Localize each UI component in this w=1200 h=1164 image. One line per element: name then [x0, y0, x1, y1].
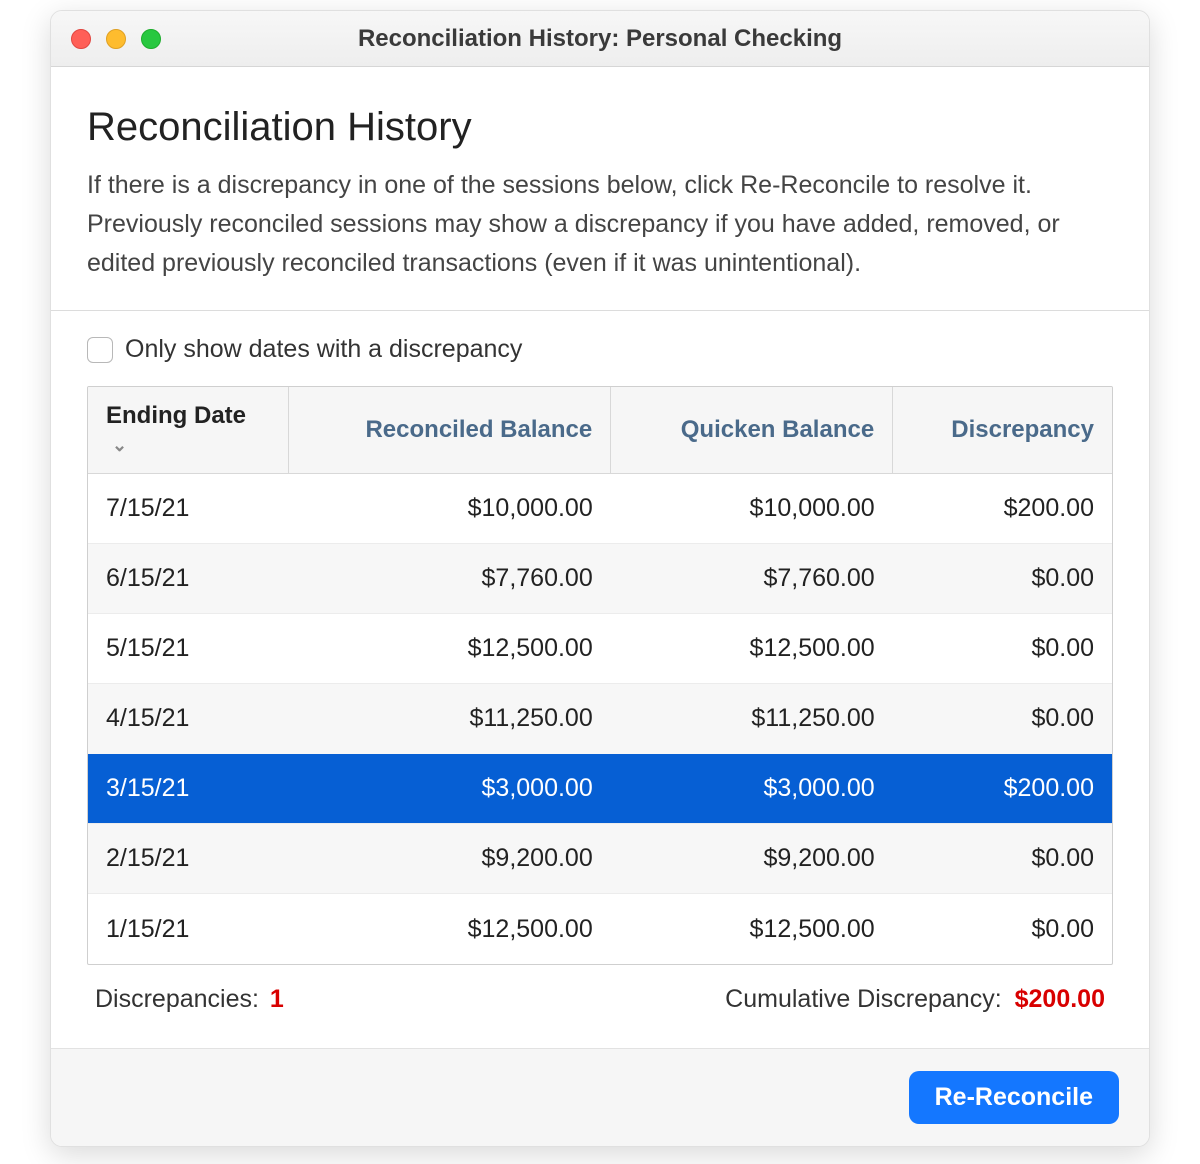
window-controls: [71, 29, 161, 49]
cell-discrepancy: $0.00: [893, 544, 1112, 614]
minimize-icon[interactable]: [106, 29, 126, 49]
cell-discrepancy: $0.00: [893, 894, 1112, 964]
cell-quicken-balance: $3,000.00: [611, 754, 893, 824]
table-row[interactable]: 3/15/21$3,000.00$3,000.00$200.00: [88, 754, 1112, 824]
cell-reconciled-balance: $11,250.00: [288, 684, 611, 754]
maximize-icon[interactable]: [141, 29, 161, 49]
discrepancy-only-label: Only show dates with a discrepancy: [125, 335, 522, 364]
cell-ending-date: 7/15/21: [88, 474, 288, 544]
cell-ending-date: 1/15/21: [88, 894, 288, 964]
table-row[interactable]: 5/15/21$12,500.00$12,500.00$0.00: [88, 614, 1112, 684]
page-title: Reconciliation History: [87, 105, 1113, 150]
reconciliation-table-wrap: Ending Date ⌄ Reconciled Balance Quicken…: [87, 386, 1113, 965]
col-header-reconciled-balance[interactable]: Reconciled Balance: [288, 387, 611, 474]
table-row[interactable]: 1/15/21$12,500.00$12,500.00$0.00: [88, 894, 1112, 964]
reconciliation-table: Ending Date ⌄ Reconciled Balance Quicken…: [88, 387, 1112, 964]
cell-quicken-balance: $7,760.00: [611, 544, 893, 614]
cell-reconciled-balance: $7,760.00: [288, 544, 611, 614]
reconciliation-history-window: Reconciliation History: Personal Checkin…: [50, 10, 1150, 1147]
re-reconcile-button[interactable]: Re-Reconcile: [909, 1071, 1119, 1124]
cell-ending-date: 5/15/21: [88, 614, 288, 684]
content-area: Reconciliation History If there is a dis…: [51, 67, 1149, 1022]
cell-discrepancy: $0.00: [893, 684, 1112, 754]
cell-quicken-balance: $10,000.00: [611, 474, 893, 544]
cell-ending-date: 6/15/21: [88, 544, 288, 614]
window-title: Reconciliation History: Personal Checkin…: [51, 25, 1149, 53]
cell-reconciled-balance: $12,500.00: [288, 614, 611, 684]
titlebar: Reconciliation History: Personal Checkin…: [51, 11, 1149, 67]
table-body: 7/15/21$10,000.00$10,000.00$200.006/15/2…: [88, 474, 1112, 964]
chevron-down-icon: ⌄: [112, 435, 127, 456]
col-header-label: Ending Date: [106, 402, 246, 429]
cell-reconciled-balance: $3,000.00: [288, 754, 611, 824]
cell-ending-date: 4/15/21: [88, 684, 288, 754]
cell-discrepancy: $0.00: [893, 824, 1112, 894]
footer-bar: Re-Reconcile: [51, 1048, 1149, 1146]
table-row[interactable]: 7/15/21$10,000.00$10,000.00$200.00: [88, 474, 1112, 544]
cell-quicken-balance: $12,500.00: [611, 614, 893, 684]
table-row[interactable]: 4/15/21$11,250.00$11,250.00$0.00: [88, 684, 1112, 754]
cell-reconciled-balance: $9,200.00: [288, 824, 611, 894]
col-header-quicken-balance[interactable]: Quicken Balance: [611, 387, 893, 474]
cell-discrepancy: $0.00: [893, 614, 1112, 684]
cell-quicken-balance: $11,250.00: [611, 684, 893, 754]
cumulative-value: $200.00: [1015, 985, 1105, 1013]
cell-discrepancy: $200.00: [893, 754, 1112, 824]
table-row[interactable]: 6/15/21$7,760.00$7,760.00$0.00: [88, 544, 1112, 614]
cell-discrepancy: $200.00: [893, 474, 1112, 544]
intro-text: If there is a discrepancy in one of the …: [87, 166, 1113, 282]
discrepancies-summary: Discrepancies: 1: [95, 985, 284, 1014]
divider: [51, 310, 1149, 311]
discrepancies-label: Discrepancies:: [95, 985, 259, 1013]
table-header-row: Ending Date ⌄ Reconciled Balance Quicken…: [88, 387, 1112, 474]
cell-ending-date: 3/15/21: [88, 754, 288, 824]
cumulative-label: Cumulative Discrepancy:: [725, 985, 1002, 1013]
col-header-ending-date[interactable]: Ending Date ⌄: [88, 387, 288, 474]
discrepancy-only-checkbox[interactable]: [87, 337, 113, 363]
cell-ending-date: 2/15/21: [88, 824, 288, 894]
cell-quicken-balance: $9,200.00: [611, 824, 893, 894]
cell-reconciled-balance: $10,000.00: [288, 474, 611, 544]
close-icon[interactable]: [71, 29, 91, 49]
col-header-discrepancy[interactable]: Discrepancy: [893, 387, 1112, 474]
table-row[interactable]: 2/15/21$9,200.00$9,200.00$0.00: [88, 824, 1112, 894]
summary-row: Discrepancies: 1 Cumulative Discrepancy:…: [87, 965, 1113, 1014]
filter-row: Only show dates with a discrepancy: [87, 335, 1113, 364]
cumulative-summary: Cumulative Discrepancy: $200.00: [725, 985, 1105, 1014]
discrepancies-count: 1: [270, 985, 284, 1013]
cell-reconciled-balance: $12,500.00: [288, 894, 611, 964]
cell-quicken-balance: $12,500.00: [611, 894, 893, 964]
